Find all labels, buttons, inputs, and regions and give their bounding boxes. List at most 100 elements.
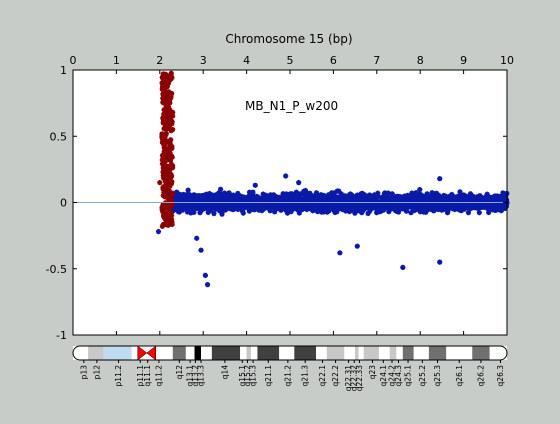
data-point (402, 198, 408, 205)
data-point (163, 172, 169, 178)
data-point (355, 207, 361, 213)
ideogram-band (211, 346, 241, 360)
data-point (341, 203, 348, 209)
data-point (429, 190, 435, 196)
data-point (211, 210, 217, 217)
data-point (315, 208, 321, 215)
data-point (426, 200, 432, 206)
data-point (397, 201, 403, 207)
data-point (410, 206, 417, 213)
ideogram-band (413, 346, 429, 360)
data-point (434, 190, 440, 196)
data-point (271, 197, 277, 203)
data-point (367, 208, 373, 214)
band-label: q21.2 (283, 365, 292, 387)
data-point (163, 103, 169, 109)
data-point (359, 195, 365, 201)
data-point (254, 193, 260, 200)
data-point (166, 108, 172, 114)
data-point (286, 195, 292, 201)
data-point (381, 204, 387, 210)
ideogram-band (103, 346, 132, 360)
band-label: q15.3 (249, 365, 258, 387)
data-point (197, 210, 203, 216)
data-point (296, 180, 302, 186)
data-point (239, 207, 245, 214)
data-point (208, 207, 214, 213)
data-point (266, 206, 272, 212)
y-tick-label: -0.5 (46, 263, 67, 276)
data-point (230, 206, 236, 213)
data-point (228, 202, 234, 208)
chromosome-ideogram (72, 345, 508, 361)
y-tick-label: 0 (60, 197, 67, 210)
ideogram-band (316, 346, 327, 360)
data-point (240, 197, 246, 203)
data-point (282, 195, 288, 202)
data-point (248, 195, 254, 201)
data-point (499, 204, 505, 210)
data-point (215, 193, 222, 199)
data-point (456, 196, 462, 202)
data-point (365, 210, 371, 217)
data-point (168, 161, 175, 167)
data-point (167, 157, 173, 163)
data-point (252, 202, 258, 208)
data-point (422, 201, 428, 207)
data-point (490, 206, 496, 212)
data-point (417, 203, 424, 209)
data-point (250, 206, 256, 212)
data-point (476, 210, 482, 216)
data-point (185, 187, 191, 193)
data-point (392, 197, 398, 204)
data-point (179, 202, 185, 208)
data-point (264, 204, 270, 210)
data-point (494, 200, 501, 206)
band-label: p13 (79, 365, 88, 380)
data-point (455, 194, 461, 200)
data-point (159, 223, 165, 229)
data-point (163, 138, 169, 144)
data-point (170, 165, 176, 171)
data-point (162, 178, 168, 185)
data-point (452, 206, 458, 213)
data-point (343, 208, 349, 214)
data-point (302, 202, 308, 208)
data-point (465, 210, 471, 216)
data-point (163, 193, 169, 199)
data-point (160, 75, 166, 81)
x-tick-label: 2 (156, 54, 163, 67)
data-point (376, 202, 382, 209)
data-point (469, 202, 475, 208)
data-point (350, 207, 356, 213)
data-point (307, 195, 313, 201)
data-point (246, 207, 252, 213)
data-point (234, 204, 240, 210)
data-point (383, 193, 389, 199)
data-point (502, 205, 508, 211)
data-point (239, 204, 245, 210)
data-point (161, 160, 167, 166)
data-point (451, 204, 457, 210)
data-point (168, 112, 174, 118)
data-point (327, 201, 333, 207)
ideogram-band (402, 346, 414, 360)
data-point (169, 192, 175, 198)
x-tick-label: 8 (417, 54, 424, 67)
ideogram-band (240, 346, 247, 360)
data-point (381, 198, 388, 204)
data-point (163, 120, 169, 126)
data-point (160, 116, 166, 122)
data-point (217, 196, 223, 203)
data-point (371, 192, 377, 198)
ideogram-band (326, 346, 345, 360)
data-point (380, 207, 387, 213)
data-point (193, 203, 199, 209)
band-label: q13.1 (186, 365, 195, 387)
data-point (352, 202, 358, 208)
data-point (169, 221, 175, 227)
data-point (177, 191, 183, 197)
x-tick-label: 6 (330, 54, 337, 67)
data-point (216, 190, 222, 196)
data-point (249, 203, 255, 209)
